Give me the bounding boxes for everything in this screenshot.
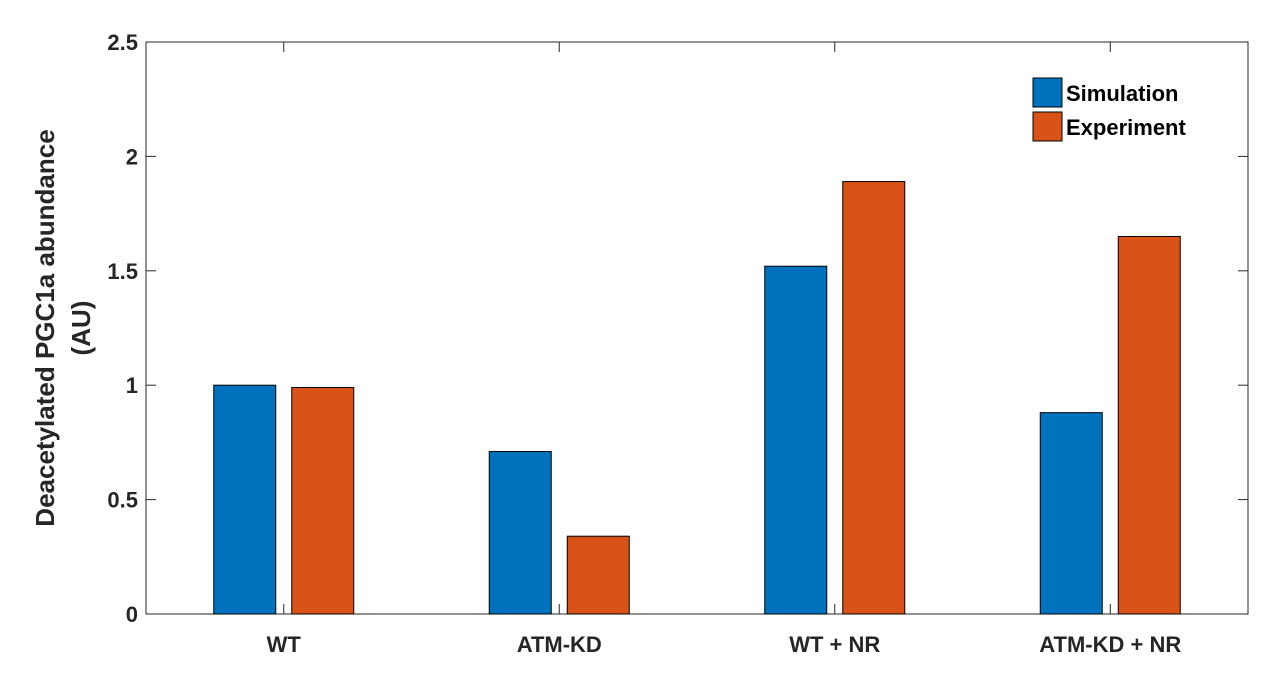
bar-simulation-atm-kd-nr: [1039, 412, 1103, 615]
y-tick-label: 1.5: [107, 259, 138, 284]
x-tick-labels: WT ATM-KD WT + NR ATM-KD + NR: [267, 632, 1182, 657]
legend: Simulation Experiment: [1032, 77, 1186, 142]
bar-experiment-wt: [291, 386, 355, 615]
y-axis-title-line-2: (AU): [66, 301, 96, 356]
bar-experiment-wt-nr: [842, 181, 906, 615]
y-tick-label: 0: [126, 602, 138, 627]
y-tick-label: 2.5: [107, 30, 138, 55]
bar-simulation-wt: [213, 384, 277, 615]
x-tick-label: ATM-KD + NR: [1039, 632, 1181, 657]
bar-experiment-atm-kd: [566, 535, 630, 615]
y-axis-title: Deacetylated PGC1a abundance (AU): [30, 129, 96, 526]
x-tick-label: ATM-KD: [517, 632, 602, 657]
y-tick-label: 2: [126, 144, 138, 169]
bar-simulation-atm-kd: [488, 451, 552, 615]
x-tick-label: WT + NR: [789, 632, 880, 657]
bars: [213, 181, 1181, 615]
y-axis-title-line-1: Deacetylated PGC1a abundance: [30, 129, 60, 526]
bar-experiment-atm-kd-nr: [1117, 235, 1181, 615]
legend-label-simulation: Simulation: [1066, 81, 1178, 106]
y-tick-label: 1: [126, 373, 138, 398]
y-tick-label: 0.5: [107, 488, 138, 513]
bar-simulation-wt-nr: [764, 265, 828, 615]
legend-swatch-simulation: [1032, 77, 1063, 108]
x-tick-label: WT: [267, 632, 302, 657]
legend-label-experiment: Experiment: [1066, 115, 1186, 140]
legend-swatch-experiment: [1032, 111, 1063, 142]
y-tick-labels: 0 0.5 1 1.5 2 2.5: [107, 30, 138, 627]
y-tick-marks: [146, 41, 1248, 615]
